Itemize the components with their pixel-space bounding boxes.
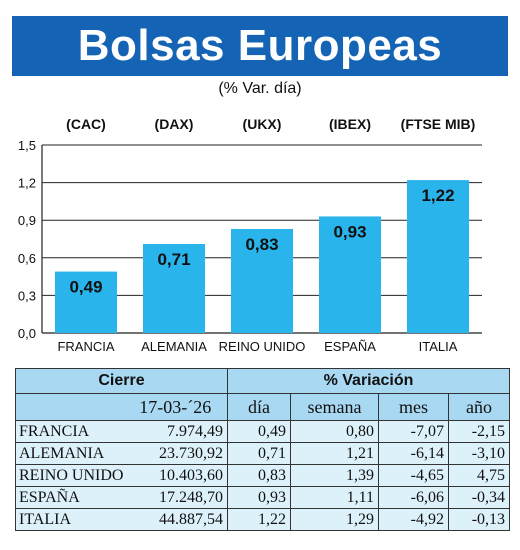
y-tick-label: 1,2	[18, 176, 36, 191]
header-month: mes	[378, 393, 449, 421]
header-date: 17-03-´26	[123, 393, 228, 421]
cell-close: 17.248,70	[123, 486, 228, 509]
cell-month: -6,14	[378, 442, 449, 465]
cell-week: 1,39	[290, 464, 379, 487]
bar-value-label: 0,93	[333, 222, 366, 241]
index-label: (DAX)	[155, 116, 194, 132]
cell-week: 1,11	[290, 486, 379, 509]
bar-value-label: 1,22	[421, 186, 454, 205]
header-close: Cierre	[15, 368, 228, 394]
y-tick-label: 0,0	[18, 326, 36, 341]
cell-country: ESPAÑA	[15, 486, 124, 509]
table-row: ITALIA 44.887,54 1,22 1,29 -4,92 -0,13	[15, 508, 511, 531]
cell-year: -3,10	[447, 442, 511, 465]
cell-year: -0,34	[447, 486, 511, 509]
y-tick-label: 0,6	[18, 251, 36, 266]
header-day: día	[227, 393, 291, 421]
table-row: ALEMANIA 23.730,92 0,71 1,21 -6,14 -3,10	[15, 442, 511, 465]
index-label: (IBEX)	[329, 116, 371, 132]
chart-title: Bolsas Europeas	[77, 21, 443, 70]
cell-close: 7.974,49	[123, 420, 228, 443]
cell-close: 23.730,92	[123, 442, 228, 465]
title-banner: Bolsas Europeas	[12, 16, 508, 76]
cell-country: REINO UNIDO	[15, 464, 124, 487]
cell-day: 0,49	[227, 420, 291, 443]
cell-country: ITALIA	[15, 508, 124, 531]
cell-year: -0,13	[447, 508, 511, 531]
cell-week: 1,21	[290, 442, 379, 465]
cell-country: FRANCIA	[15, 420, 124, 443]
category-label: ALEMANIA	[141, 339, 207, 354]
index-label: (UKX)	[243, 116, 282, 132]
bar-value-label: 0,49	[69, 278, 102, 297]
market-table: Cierre % Variación 17-03-´26 día semana …	[15, 368, 511, 531]
table-row: ESPAÑA 17.248,70 0,93 1,11 -6,06 -0,34	[15, 486, 511, 509]
bar-value-label: 0,83	[245, 235, 278, 254]
cell-day: 0,71	[227, 442, 291, 465]
index-label: (CAC)	[66, 116, 106, 132]
header-variation: % Variación	[226, 368, 511, 394]
table-row: FRANCIA 7.974,49 0,49 0,80 -7,07 -2,15	[15, 420, 511, 443]
header-week: semana	[290, 393, 379, 421]
y-tick-label: 0,9	[18, 213, 36, 228]
header-empty	[15, 393, 124, 421]
cell-close: 10.403,60	[123, 464, 228, 487]
cell-day: 0,83	[227, 464, 291, 487]
y-tick-label: 0,3	[18, 288, 36, 303]
category-label: ITALIA	[419, 339, 458, 354]
cell-week: 1,29	[290, 508, 379, 531]
index-label: (FTSE MIB)	[401, 116, 476, 132]
bar-chart: 0,0 0,3 0,6 0,9 1,2 1,5 0,49 (CAC) FRANCIA 0,71 (D…	[18, 116, 482, 354]
category-label: FRANCIA	[57, 339, 114, 354]
cell-month: -7,07	[378, 420, 449, 443]
cell-year: 4,75	[447, 464, 511, 487]
category-label: REINO UNIDO	[219, 339, 306, 354]
chart-subtitle: (% Var. día)	[218, 80, 302, 97]
bar	[407, 180, 469, 333]
cell-month: -4,65	[378, 464, 449, 487]
cell-month: -6,06	[378, 486, 449, 509]
cell-week: 0,80	[290, 420, 379, 443]
cell-country: ALEMANIA	[15, 442, 124, 465]
cell-day: 1,22	[227, 508, 291, 531]
category-label: ESPAÑA	[324, 339, 376, 354]
bar	[55, 271, 117, 333]
bar	[319, 216, 381, 333]
bar	[143, 244, 205, 333]
bar-value-label: 0,71	[157, 250, 190, 269]
bar	[231, 228, 293, 333]
cell-close: 44.887,54	[123, 508, 228, 531]
cell-month: -4,92	[378, 508, 449, 531]
cell-day: 0,93	[227, 486, 291, 509]
header-year: año	[447, 393, 511, 421]
table-row: REINO UNIDO 10.403,60 0,83 1,39 -4,65 4,75	[15, 464, 511, 487]
y-tick-label: 1,5	[18, 138, 36, 153]
cell-year: -2,15	[447, 420, 511, 443]
